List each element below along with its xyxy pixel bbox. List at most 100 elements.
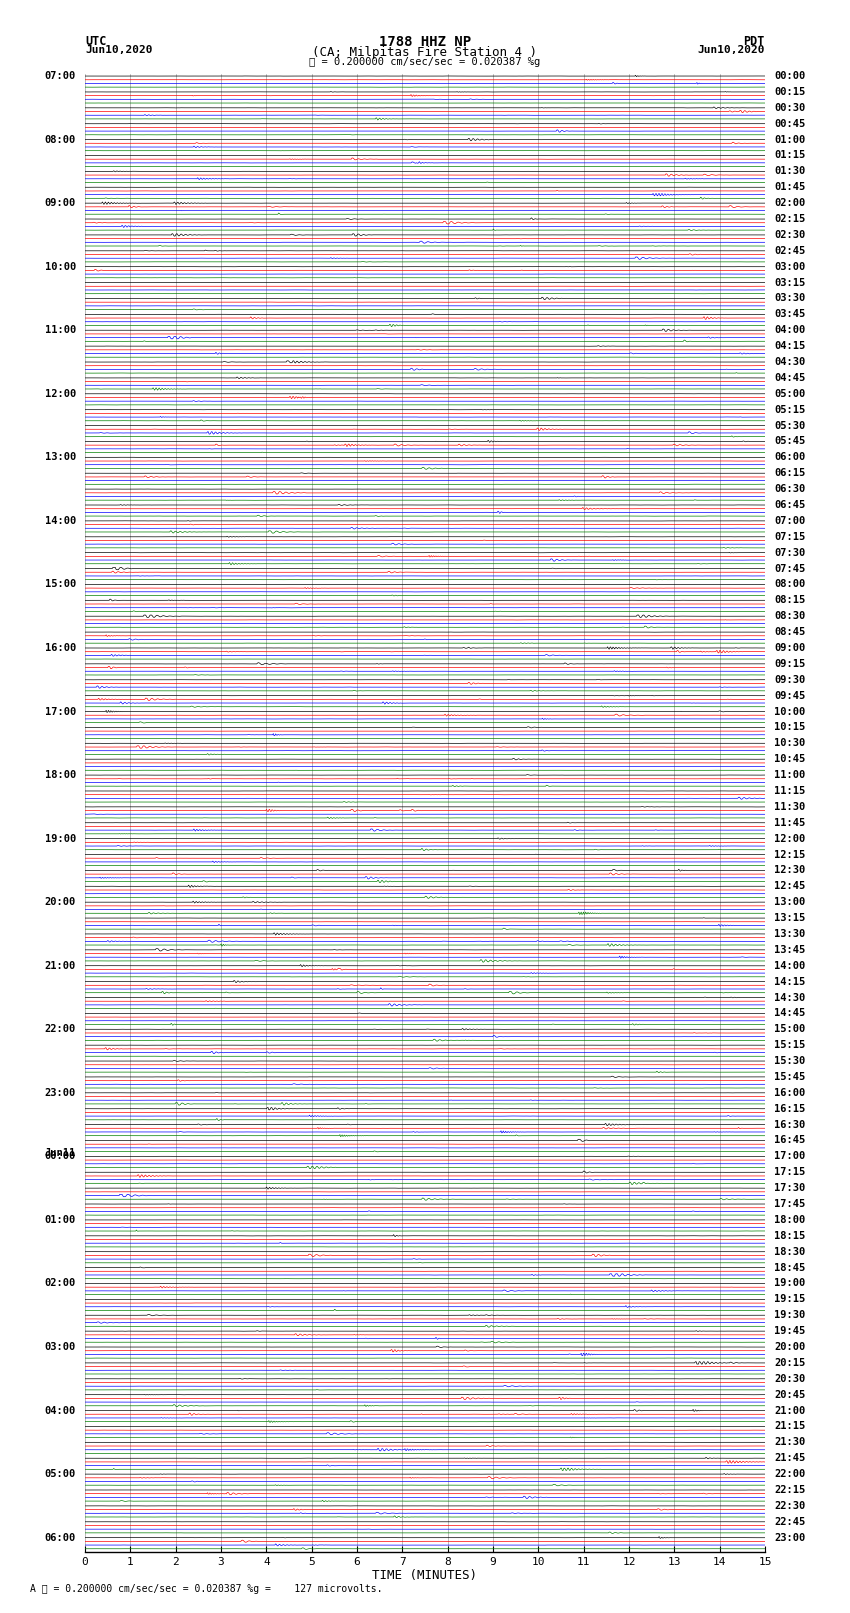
Text: 08:00: 08:00 — [45, 134, 76, 145]
Text: 20:45: 20:45 — [774, 1390, 805, 1400]
Text: 16:00: 16:00 — [45, 644, 76, 653]
Text: 12:30: 12:30 — [774, 866, 805, 876]
Text: 17:30: 17:30 — [774, 1184, 805, 1194]
Text: 02:30: 02:30 — [774, 231, 805, 240]
Text: 06:00: 06:00 — [774, 452, 805, 463]
Text: 20:15: 20:15 — [774, 1358, 805, 1368]
Text: 02:00: 02:00 — [774, 198, 805, 208]
Text: 17:15: 17:15 — [774, 1168, 805, 1177]
Text: 20:30: 20:30 — [774, 1374, 805, 1384]
Text: 01:00: 01:00 — [774, 134, 805, 145]
Text: 10:45: 10:45 — [774, 755, 805, 765]
Text: 01:15: 01:15 — [774, 150, 805, 160]
Text: 21:00: 21:00 — [774, 1405, 805, 1416]
Text: 13:45: 13:45 — [774, 945, 805, 955]
Text: 00:00: 00:00 — [774, 71, 805, 81]
X-axis label: TIME (MINUTES): TIME (MINUTES) — [372, 1569, 478, 1582]
Text: 14:45: 14:45 — [774, 1008, 805, 1018]
Text: 13:00: 13:00 — [774, 897, 805, 907]
Text: 20:00: 20:00 — [45, 897, 76, 907]
Text: 14:00: 14:00 — [774, 961, 805, 971]
Text: 00:15: 00:15 — [774, 87, 805, 97]
Text: 07:15: 07:15 — [774, 532, 805, 542]
Text: 17:00: 17:00 — [774, 1152, 805, 1161]
Text: 15:00: 15:00 — [774, 1024, 805, 1034]
Text: 12:00: 12:00 — [774, 834, 805, 844]
Text: 04:00: 04:00 — [774, 326, 805, 336]
Text: UTC: UTC — [85, 35, 106, 48]
Text: 21:30: 21:30 — [774, 1437, 805, 1447]
Text: 23:00: 23:00 — [774, 1532, 805, 1542]
Text: 11:00: 11:00 — [45, 326, 76, 336]
Text: 17:45: 17:45 — [774, 1198, 805, 1210]
Text: 04:30: 04:30 — [774, 356, 805, 368]
Text: 04:00: 04:00 — [45, 1405, 76, 1416]
Text: 1788 HHZ NP: 1788 HHZ NP — [379, 35, 471, 48]
Text: 09:00: 09:00 — [45, 198, 76, 208]
Text: 07:45: 07:45 — [774, 563, 805, 574]
Text: 19:00: 19:00 — [45, 834, 76, 844]
Text: 05:15: 05:15 — [774, 405, 805, 415]
Text: 11:00: 11:00 — [774, 769, 805, 781]
Text: 22:15: 22:15 — [774, 1486, 805, 1495]
Text: 05:00: 05:00 — [774, 389, 805, 398]
Text: 03:00: 03:00 — [774, 261, 805, 271]
Text: 10:00: 10:00 — [774, 706, 805, 716]
Text: 09:15: 09:15 — [774, 658, 805, 669]
Text: 18:00: 18:00 — [774, 1215, 805, 1224]
Text: 13:00: 13:00 — [45, 452, 76, 463]
Text: 14:15: 14:15 — [774, 976, 805, 987]
Text: 11:30: 11:30 — [774, 802, 805, 811]
Text: 15:15: 15:15 — [774, 1040, 805, 1050]
Text: 10:30: 10:30 — [774, 739, 805, 748]
Text: 18:45: 18:45 — [774, 1263, 805, 1273]
Text: 03:15: 03:15 — [774, 277, 805, 287]
Text: 16:30: 16:30 — [774, 1119, 805, 1129]
Text: 19:15: 19:15 — [774, 1294, 805, 1305]
Text: 05:30: 05:30 — [774, 421, 805, 431]
Text: 12:15: 12:15 — [774, 850, 805, 860]
Text: 10:00: 10:00 — [45, 261, 76, 271]
Text: 22:45: 22:45 — [774, 1516, 805, 1528]
Text: 14:30: 14:30 — [774, 992, 805, 1003]
Text: 02:15: 02:15 — [774, 215, 805, 224]
Text: 08:15: 08:15 — [774, 595, 805, 605]
Text: 04:45: 04:45 — [774, 373, 805, 382]
Text: 09:30: 09:30 — [774, 674, 805, 686]
Text: 07:00: 07:00 — [774, 516, 805, 526]
Text: 05:00: 05:00 — [45, 1469, 76, 1479]
Text: 13:30: 13:30 — [774, 929, 805, 939]
Text: 15:45: 15:45 — [774, 1073, 805, 1082]
Text: 09:00: 09:00 — [774, 644, 805, 653]
Text: 16:45: 16:45 — [774, 1136, 805, 1145]
Text: Jun11: Jun11 — [45, 1148, 76, 1158]
Text: 19:45: 19:45 — [774, 1326, 805, 1336]
Text: Jun10,2020: Jun10,2020 — [85, 45, 152, 55]
Text: 08:00: 08:00 — [774, 579, 805, 589]
Text: 08:30: 08:30 — [774, 611, 805, 621]
Text: 03:30: 03:30 — [774, 294, 805, 303]
Text: 06:30: 06:30 — [774, 484, 805, 494]
Text: 11:45: 11:45 — [774, 818, 805, 827]
Text: 09:45: 09:45 — [774, 690, 805, 700]
Text: 03:45: 03:45 — [774, 310, 805, 319]
Text: ⏐ = 0.200000 cm/sec/sec = 0.020387 %g: ⏐ = 0.200000 cm/sec/sec = 0.020387 %g — [309, 56, 541, 66]
Text: 13:15: 13:15 — [774, 913, 805, 923]
Text: 17:00: 17:00 — [45, 706, 76, 716]
Text: 12:45: 12:45 — [774, 881, 805, 892]
Text: 22:00: 22:00 — [45, 1024, 76, 1034]
Text: 04:15: 04:15 — [774, 340, 805, 352]
Text: 00:30: 00:30 — [774, 103, 805, 113]
Text: 15:00: 15:00 — [45, 579, 76, 589]
Text: 14:00: 14:00 — [45, 516, 76, 526]
Text: 06:15: 06:15 — [774, 468, 805, 477]
Text: 06:45: 06:45 — [774, 500, 805, 510]
Text: PDT: PDT — [744, 35, 765, 48]
Text: 21:45: 21:45 — [774, 1453, 805, 1463]
Text: 19:30: 19:30 — [774, 1310, 805, 1321]
Text: (CA; Milpitas Fire Station 4 ): (CA; Milpitas Fire Station 4 ) — [313, 45, 537, 60]
Text: 08:45: 08:45 — [774, 627, 805, 637]
Text: 02:00: 02:00 — [45, 1279, 76, 1289]
Text: 15:30: 15:30 — [774, 1057, 805, 1066]
Text: 01:00: 01:00 — [45, 1215, 76, 1224]
